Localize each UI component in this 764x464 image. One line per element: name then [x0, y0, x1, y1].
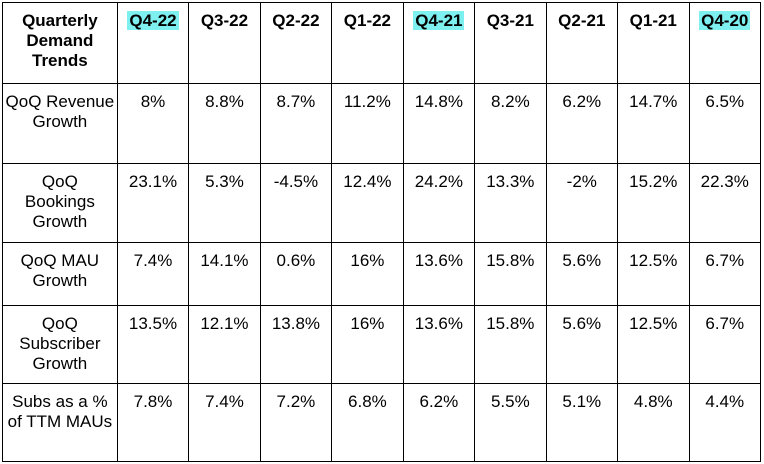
row-label: QoQ Revenue Growth: [2, 83, 118, 164]
column-header: Q2-21: [545, 2, 619, 84]
table-cell: 8.8%: [188, 83, 261, 164]
table-cell: 15.2%: [617, 163, 690, 243]
table-cell: 8%: [116, 83, 190, 164]
table-cell: 13.6%: [402, 305, 476, 384]
table-row-revenue-growth: QoQ Revenue Growth 8% 8.8% 8.7% 11.2% 14…: [2, 83, 761, 164]
table-cell: 13.8%: [259, 305, 333, 384]
table-row-mau-growth: QoQ MAU Growth 7.4% 14.1% 0.6% 16% 13.6%…: [2, 242, 761, 306]
table-cell: 4.4%: [688, 383, 761, 462]
column-header-label: Q4-22: [127, 11, 179, 30]
table-row-subs-pct-mau: Subs as a % of TTM MAUs 7.8% 7.4% 7.2% 6…: [2, 383, 761, 462]
column-header-label: Q2-21: [558, 11, 606, 30]
header-row: Quarterly Demand Trends Q4-22 Q3-22 Q2-2…: [2, 2, 761, 84]
table-cell: 4.8%: [617, 383, 690, 462]
row-label: QoQ Bookings Growth: [2, 163, 118, 243]
column-header-label: Q3-21: [486, 11, 534, 30]
table-cell: 8.2%: [474, 83, 547, 164]
column-header: Q4-22: [116, 2, 190, 84]
column-header-label: Q1-22: [343, 11, 392, 30]
table-row-bookings-growth: QoQ Bookings Growth 23.1% 5.3% -4.5% 12.…: [2, 163, 761, 243]
table-cell: -2%: [545, 163, 619, 243]
table-cell: 6.7%: [688, 242, 761, 306]
row-label: QoQ MAU Growth: [2, 242, 118, 306]
table-cell: 6.7%: [688, 305, 761, 384]
table-cell: 5.3%: [188, 163, 261, 243]
table-cell: 13.5%: [116, 305, 190, 384]
column-header: Q1-21: [617, 2, 690, 84]
table-cell: 12.1%: [188, 305, 261, 384]
table-cell: 6.2%: [545, 83, 619, 164]
column-header-label: Q2-22: [272, 11, 320, 30]
table-cell: 6.8%: [331, 383, 404, 462]
row-label: Subs as a % of TTM MAUs: [2, 383, 118, 462]
table-cell: 16%: [331, 305, 404, 384]
row-label: QoQ Subscriber Growth: [2, 305, 118, 384]
table-cell: 22.3%: [688, 163, 761, 243]
table-cell: 5.6%: [545, 242, 619, 306]
table-cell: 13.3%: [474, 163, 547, 243]
column-header-label: Q1-21: [629, 11, 677, 30]
table-cell: 5.5%: [474, 383, 547, 462]
table-cell: -4.5%: [259, 163, 333, 243]
column-header: Q1-22: [331, 2, 404, 84]
table-cell: 6.5%: [688, 83, 761, 164]
table-cell: 8.7%: [259, 83, 333, 164]
table-cell: 12.5%: [617, 305, 690, 384]
column-header: Q3-21: [474, 2, 547, 84]
column-header-label: Q4-21: [413, 11, 465, 30]
table-cell: 11.2%: [331, 83, 404, 164]
table-cell: 7.4%: [188, 383, 261, 462]
column-header: Q2-22: [259, 2, 333, 84]
table-cell: 0.6%: [259, 242, 333, 306]
table-row-subscriber-growth: QoQ Subscriber Growth 13.5% 12.1% 13.8% …: [2, 305, 761, 384]
table-cell: 16%: [331, 242, 404, 306]
corner-label: Quarterly Demand Trends: [2, 2, 118, 84]
table-cell: 15.8%: [474, 242, 547, 306]
table-cell: 7.8%: [116, 383, 190, 462]
column-header: Q3-22: [188, 2, 261, 84]
table-cell: 13.6%: [402, 242, 476, 306]
table-cell: 12.4%: [331, 163, 404, 243]
table-cell: 7.2%: [259, 383, 333, 462]
column-header: Q4-21: [402, 2, 476, 84]
table-cell: 7.4%: [116, 242, 190, 306]
table-cell: 12.5%: [617, 242, 690, 306]
table-cell: 5.1%: [545, 383, 619, 462]
column-header-label: Q3-22: [200, 11, 249, 30]
table-cell: 15.8%: [474, 305, 547, 384]
table-cell: 14.8%: [402, 83, 476, 164]
column-header: Q4-20: [688, 2, 761, 84]
table-cell: 14.1%: [188, 242, 261, 306]
table-cell: 5.6%: [545, 305, 619, 384]
table-cell: 14.7%: [617, 83, 690, 164]
column-header-label: Q4-20: [699, 11, 751, 30]
table-cell: 24.2%: [402, 163, 476, 243]
table-cell: 23.1%: [116, 163, 190, 243]
table-cell: 6.2%: [402, 383, 476, 462]
